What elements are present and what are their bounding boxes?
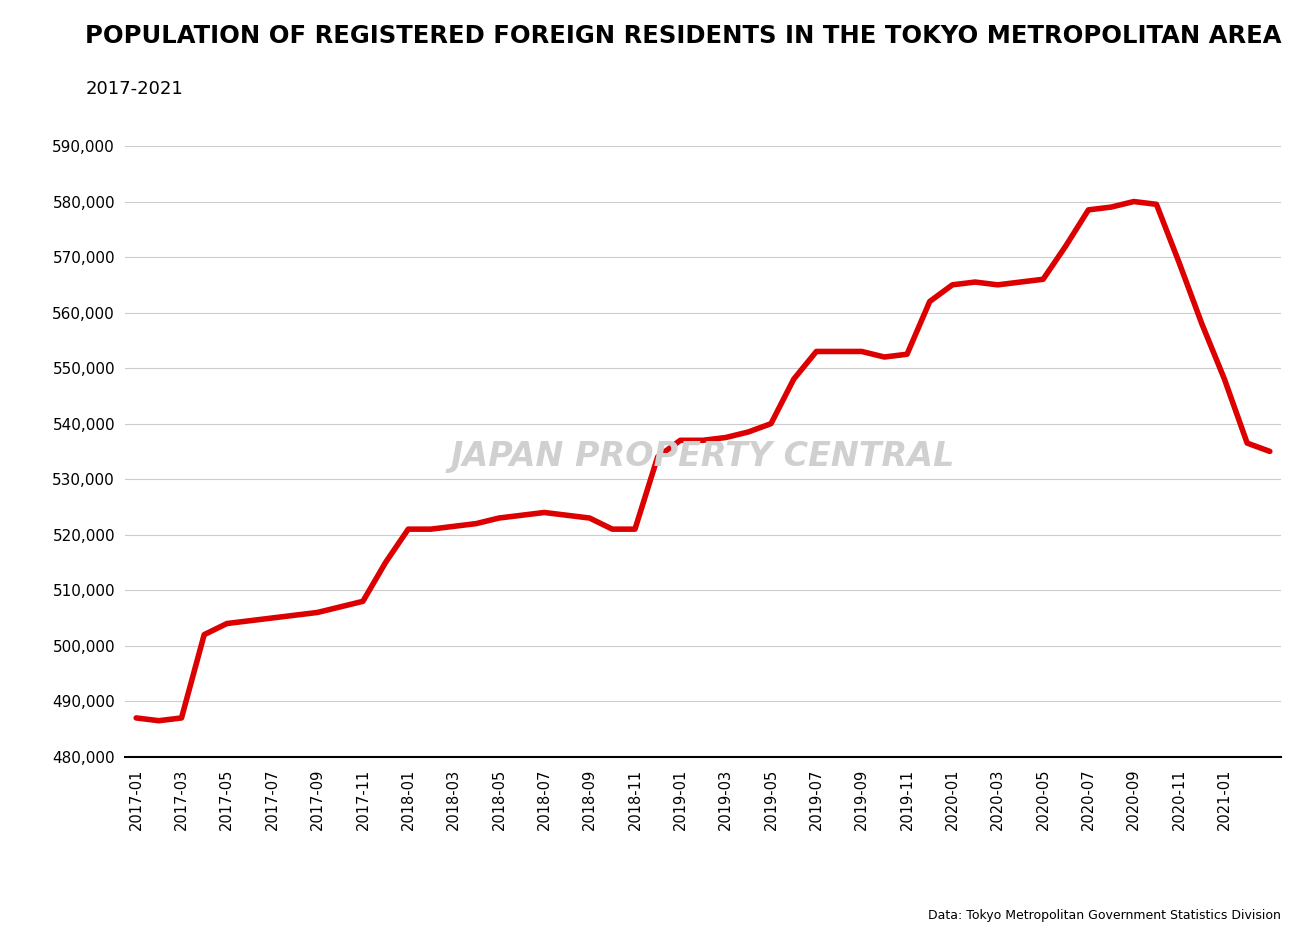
Text: POPULATION OF REGISTERED FOREIGN RESIDENTS IN THE TOKYO METROPOLITAN AREA: POPULATION OF REGISTERED FOREIGN RESIDEN… — [85, 24, 1282, 47]
Text: Data: Tokyo Metropolitan Government Statistics Division: Data: Tokyo Metropolitan Government Stat… — [928, 909, 1281, 922]
Text: 2017-2021: 2017-2021 — [85, 80, 183, 98]
Text: JAPAN PROPERTY CENTRAL: JAPAN PROPERTY CENTRAL — [451, 440, 955, 473]
